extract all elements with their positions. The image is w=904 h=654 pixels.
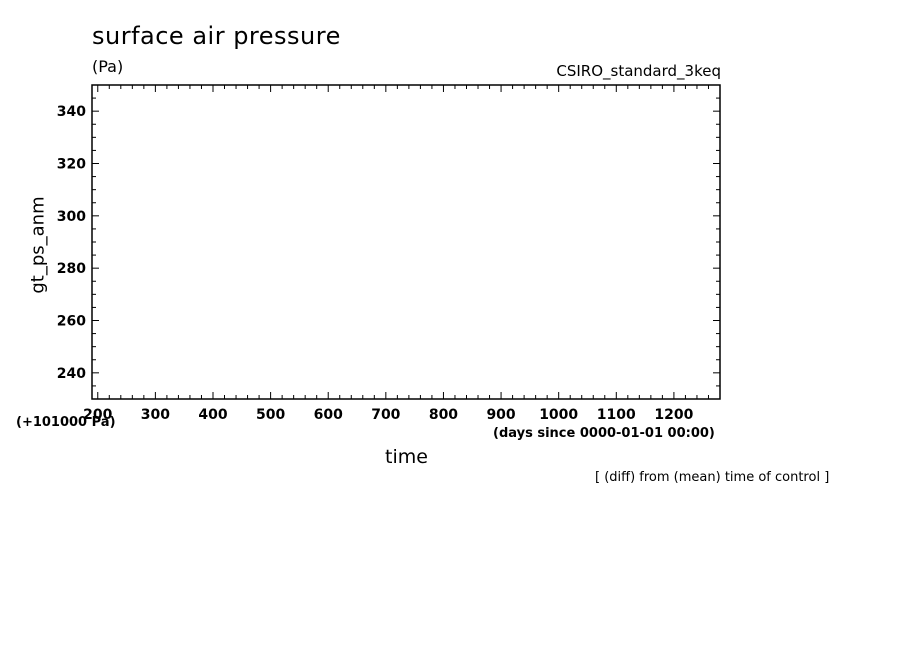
y-offset-label: (+101000 Pa) — [16, 415, 116, 430]
y-tick-label: 320 — [57, 157, 86, 173]
y-tick-label: 280 — [57, 261, 86, 277]
note-label: [ (diff) from (mean) time of control ] — [595, 470, 830, 485]
unit-label: (Pa) — [92, 57, 124, 76]
y-tick-label: 340 — [57, 104, 86, 120]
x-tick-label: 600 — [314, 407, 343, 423]
x-axis-label: time — [385, 446, 428, 468]
x-tick-label: 400 — [198, 407, 227, 423]
chart-title: surface air pressure — [92, 22, 341, 50]
plot-frame — [91, 84, 721, 400]
y-tick-label: 260 — [57, 314, 86, 330]
x-tick-label: 1100 — [597, 407, 636, 423]
x-tick-label: 900 — [486, 407, 515, 423]
x-tick-label: 800 — [429, 407, 458, 423]
y-tick-label: 300 — [57, 209, 86, 225]
tick-marks — [92, 84, 721, 400]
x-tick-label: 300 — [141, 407, 170, 423]
x-tick-label: 200 — [83, 407, 112, 423]
y-tick-label: 240 — [57, 366, 86, 382]
experiment-label: CSIRO_standard_3keq — [556, 62, 721, 80]
x-tick-label: 700 — [371, 407, 400, 423]
tick-labels: 200 300 400 500 600 700 800 900 1000 1100 1200 240 2… — [57, 104, 694, 423]
x-tick-label: 500 — [256, 407, 285, 423]
x-tick-label: 1000 — [539, 407, 578, 423]
x-units-label: (days since 0000-01-01 00:00) — [493, 426, 715, 441]
x-tick-label: 1200 — [654, 407, 693, 423]
